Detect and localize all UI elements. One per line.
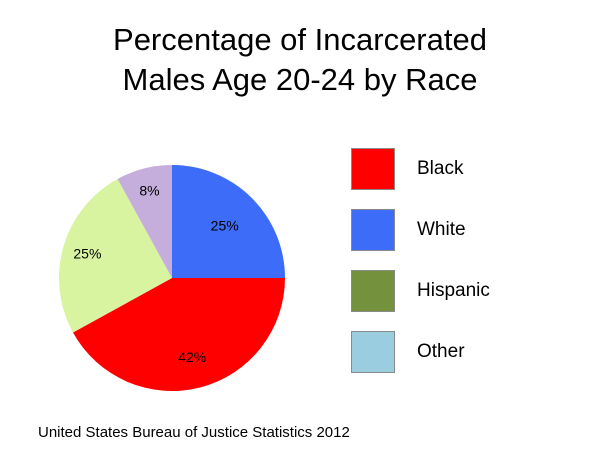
chart-title-line-1: Percentage of Incarcerated (113, 22, 487, 57)
legend-swatch-other (351, 331, 395, 373)
legend-swatch-white (351, 209, 395, 251)
source-note: United States Bureau of Justice Statisti… (38, 424, 350, 441)
legend-swatch-hispanic (351, 270, 395, 312)
legend-label-white: White (417, 219, 466, 240)
pie-data-label-0: 25% (211, 217, 239, 233)
pie-data-label-2: 25% (73, 245, 101, 261)
legend-item-black: Black (351, 148, 571, 194)
chart-title-line-2: Males Age 20-24 by Race (122, 62, 478, 97)
legend-label-other: Other (417, 341, 465, 362)
pie-slice-1 (72, 278, 285, 391)
pie-slice-2 (59, 178, 172, 333)
pie-data-label-1: 42% (178, 349, 206, 365)
pie-slice-3 (117, 165, 172, 278)
legend-label-black: Black (417, 158, 464, 179)
pie-slice-0 (172, 165, 285, 278)
chart-title: Percentage of Incarcerated Males Age 20-… (0, 20, 600, 100)
legend-swatch-black (351, 148, 395, 190)
pie-data-label-3: 8% (139, 182, 159, 198)
legend-item-hispanic: Hispanic (351, 270, 571, 316)
legend-item-white: White (351, 209, 571, 255)
legend-label-hispanic: Hispanic (417, 280, 490, 301)
legend-item-other: Other (351, 331, 571, 377)
